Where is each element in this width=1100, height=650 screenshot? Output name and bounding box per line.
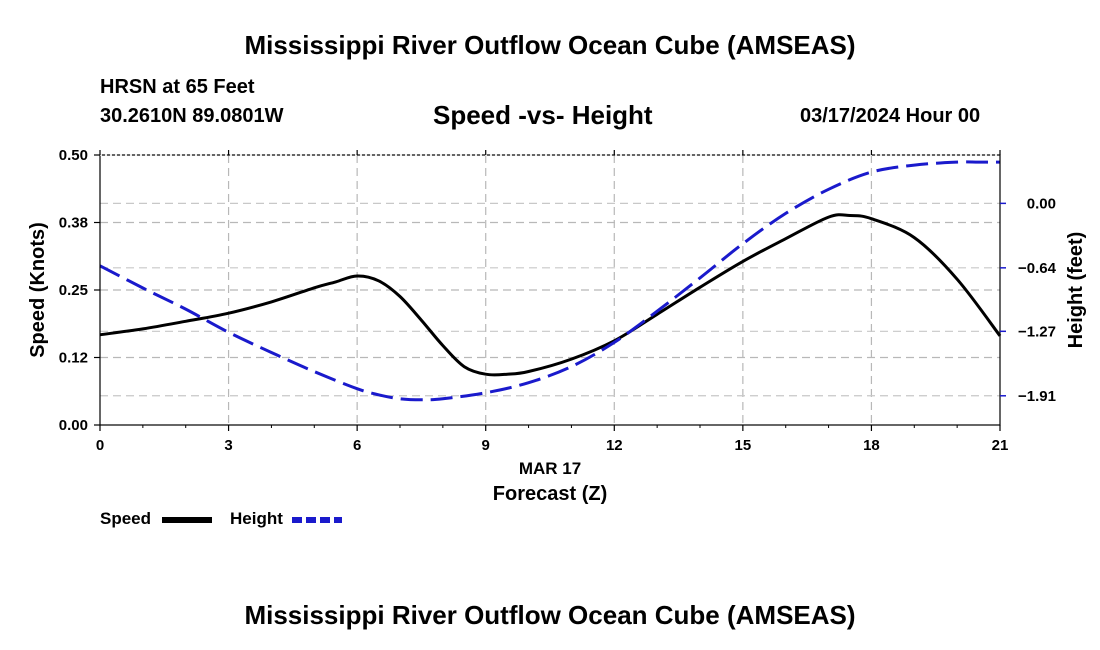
axis-ticks: 0 3 6 9 12 15 18 21 0.00 0.12 0.25 0.38 0.50 0.00 −0.6… <box>59 147 1057 454</box>
station-label: HRSN at 65 Feet <box>100 76 255 98</box>
y-axis-label: Speed (Knots) <box>27 222 49 358</box>
y-tick-label: 0.50 <box>59 147 88 164</box>
y-tick-label: 0.12 <box>59 350 88 367</box>
x-tick-label: 9 <box>482 437 490 454</box>
x-tick-label: 12 <box>606 437 623 454</box>
x-tick-label: 3 <box>224 437 232 454</box>
y-tick-label: 0.00 <box>59 417 88 434</box>
y2-tick-label: −0.64 <box>1018 260 1057 277</box>
y2-tick-label: 0.00 <box>1027 195 1056 212</box>
x-tick-label: 6 <box>353 437 361 454</box>
y2-tick-label: −1.27 <box>1018 323 1056 340</box>
x-tick-label: 18 <box>863 437 880 454</box>
forecast-datetime: 03/17/2024 Hour 00 <box>800 105 981 127</box>
legend-speed-label: Speed <box>100 509 152 528</box>
x-tick-label: 21 <box>992 437 1009 454</box>
x-tick-label: 15 <box>735 437 752 454</box>
main-title: Mississippi River Outflow Ocean Cube (AM… <box>244 30 856 60</box>
y2-tick-label: −1.91 <box>1018 388 1056 405</box>
x-tick-label: 0 <box>96 437 104 454</box>
footer-title: Mississippi River Outflow Ocean Cube (AM… <box>244 600 856 630</box>
series-height-line <box>99 160 1000 402</box>
y-tick-label: 0.38 <box>59 215 88 232</box>
x-axis-label: Forecast (Z) <box>493 483 607 505</box>
coordinates-label: 30.2610N 89.0801W <box>100 105 284 127</box>
chart-title: Speed -vs- Height <box>433 100 653 130</box>
y2-axis-label: Height (feet) <box>1065 232 1087 349</box>
series-speed-line <box>99 213 1002 377</box>
grid-lines <box>100 155 1000 425</box>
series-lines <box>99 160 1002 402</box>
x-axis-date-label: MAR 17 <box>519 459 581 478</box>
y-tick-label: 0.25 <box>59 282 88 299</box>
legend-height-label: Height <box>230 509 283 528</box>
